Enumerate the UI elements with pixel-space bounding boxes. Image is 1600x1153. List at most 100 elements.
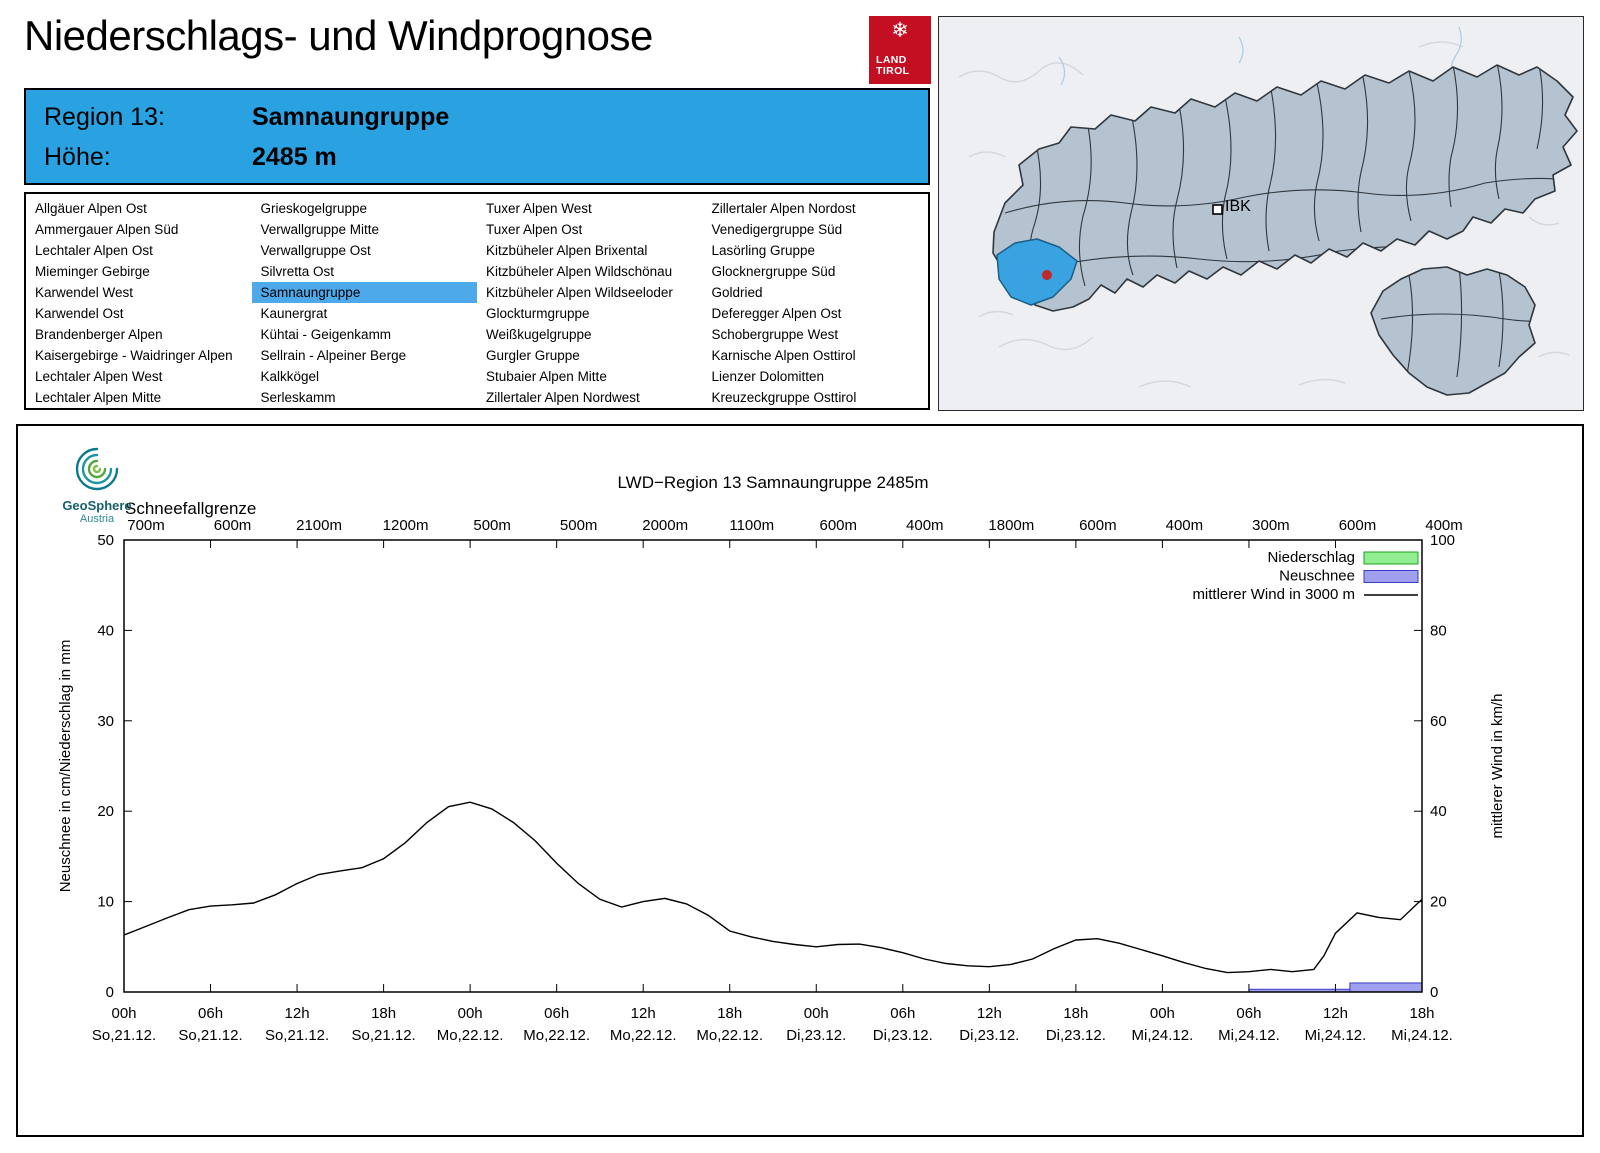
- region-item[interactable]: Lechtaler Alpen West: [35, 369, 163, 384]
- logo-line2: TIROL: [876, 65, 910, 77]
- snowline-value: 500m: [473, 517, 511, 534]
- snowline-value: 500m: [560, 517, 598, 534]
- x-tick-hour: 12h: [1323, 1005, 1348, 1022]
- legend-label: Neuschnee: [1279, 568, 1355, 585]
- x-tick-date: Mi,24.12.: [1218, 1027, 1280, 1044]
- region-item[interactable]: Tuxer Alpen West: [486, 201, 592, 216]
- selected-region-shape[interactable]: [996, 238, 1078, 306]
- x-tick-date: Mi,24.12.: [1391, 1027, 1453, 1044]
- x-tick-date: So,21.12.: [265, 1027, 329, 1044]
- region-item[interactable]: Kaisergebirge - Waidringer Alpen: [35, 348, 233, 363]
- region-item[interactable]: Zillertaler Alpen Nordwest: [486, 390, 640, 405]
- region-item[interactable]: Gurgler Gruppe: [486, 348, 580, 363]
- page-title: Niederschlags- und Windprognose: [24, 12, 653, 59]
- y-tick-left-label: 30: [97, 713, 114, 730]
- region-item-selected[interactable]: Samnaungruppe: [251, 282, 477, 303]
- region-item[interactable]: Glockturmgruppe: [486, 306, 590, 321]
- region-item[interactable]: Grieskogelgruppe: [260, 201, 368, 216]
- y-tick-left-label: 10: [97, 894, 114, 911]
- region-item[interactable]: Weißkugelgruppe: [486, 327, 592, 342]
- region-item[interactable]: Stubaier Alpen Mitte: [486, 369, 607, 384]
- x-tick-date: So,21.12.: [178, 1027, 242, 1044]
- geosphere-swirl-icon: [75, 447, 119, 491]
- region-item[interactable]: Kaunergrat: [260, 306, 328, 321]
- region-item[interactable]: Kühtai - Geigenkamm: [260, 327, 392, 342]
- region-label: Region 13:: [44, 103, 165, 131]
- region-item[interactable]: Lienzer Dolomitten: [711, 369, 825, 384]
- region-item[interactable]: Schobergruppe West: [711, 327, 839, 342]
- region-item[interactable]: Ammergauer Alpen Süd: [35, 222, 179, 237]
- x-tick-date: Di,23.12.: [786, 1027, 846, 1044]
- region-info-box: Region 13: Samnaungruppe Höhe: 2485 m: [24, 88, 930, 185]
- x-tick-hour: 18h: [1063, 1005, 1088, 1022]
- region-item[interactable]: Zillertaler Alpen Nordost: [711, 201, 856, 216]
- y-tick-right-label: 80: [1430, 622, 1447, 639]
- region-item[interactable]: Serleskamm: [260, 390, 336, 405]
- snowline-value: 2000m: [642, 517, 688, 534]
- region-value: Samnaungruppe: [252, 103, 450, 131]
- y-tick-left-label: 20: [97, 803, 114, 820]
- region-item[interactable]: Verwallgruppe Mitte: [260, 222, 380, 237]
- x-tick-hour: 06h: [890, 1005, 915, 1022]
- forecast-chart-panel: LWD−Region 13 Samnaungruppe 2485m Schneef…: [16, 424, 1584, 1137]
- y-tick-left-label: 40: [97, 622, 114, 639]
- chart-title: LWD−Region 13 Samnaungruppe 2485m: [617, 473, 928, 492]
- snowline-value: 600m: [214, 517, 252, 534]
- chart-svg: LWD−Region 13 Samnaungruppe 2485m Schneef…: [57, 473, 1506, 1044]
- altitude-value: 2485 m: [252, 143, 337, 171]
- region-item[interactable]: Sellrain - Alpeiner Berge: [260, 348, 407, 363]
- region-item[interactable]: Karnische Alpen Osttirol: [711, 348, 856, 363]
- x-tick-hour: 12h: [285, 1005, 310, 1022]
- tirol-map-svg: IBK: [939, 17, 1583, 410]
- north-tirol-regions[interactable]: [992, 64, 1578, 312]
- geosphere-logo: GeoSphere Austria: [54, 446, 140, 525]
- region-item[interactable]: Tuxer Alpen Ost: [486, 222, 583, 237]
- region-item[interactable]: Brandenberger Alpen: [35, 327, 163, 342]
- region-item[interactable]: Venedigergruppe Süd: [711, 222, 843, 237]
- legend-key-box: [1363, 551, 1419, 565]
- region-item[interactable]: Karwendel West: [35, 285, 134, 300]
- x-tick-date: Mi,24.12.: [1132, 1027, 1194, 1044]
- y-tick-right-label: 20: [1430, 894, 1447, 911]
- region-item[interactable]: Kitzbüheler Alpen Wildschönau: [486, 264, 673, 279]
- snowline-value: 600m: [1079, 517, 1117, 534]
- region-item[interactable]: Kitzbüheler Alpen Brixental: [486, 243, 648, 258]
- region-item[interactable]: Lasörling Gruppe: [711, 243, 816, 258]
- x-tick-date: Di,23.12.: [1046, 1027, 1106, 1044]
- region-item[interactable]: Kitzbüheler Alpen Wildseeloder: [486, 285, 673, 300]
- plot-border: [123, 539, 1423, 993]
- region-item[interactable]: Mieminger Gebirge: [35, 264, 150, 279]
- ibk-marker: [1212, 204, 1223, 215]
- x-tick-hour: 00h: [458, 1005, 483, 1022]
- region-item[interactable]: Kalkkögel: [260, 369, 320, 384]
- region-item[interactable]: Lechtaler Alpen Mitte: [35, 390, 162, 405]
- region-item[interactable]: Kreuzeckgruppe Osttirol: [711, 390, 857, 405]
- x-tick-date: So,21.12.: [351, 1027, 415, 1044]
- snowline-label: Schneefallgrenze: [125, 499, 256, 518]
- east-tirol-inner-borders: [1380, 267, 1535, 378]
- x-tick-hour: 06h: [198, 1005, 223, 1022]
- x-tick-hour: 18h: [717, 1005, 742, 1022]
- region-item[interactable]: Lechtaler Alpen Ost: [35, 243, 153, 258]
- geosphere-name: GeoSphere: [62, 498, 132, 513]
- region-item[interactable]: Verwallgruppe Ost: [260, 243, 371, 258]
- region-table-column: Tuxer Alpen West Tuxer Alpen Ost Kitzbühel…: [477, 198, 703, 408]
- geosphere-country: Austria: [79, 513, 115, 525]
- snowline-value: 1100m: [729, 517, 774, 534]
- legend-key-box: [1363, 570, 1419, 583]
- y-axis-label-left: Neuschnee in cm/Niederschlag in mm: [57, 640, 74, 893]
- region-item[interactable]: Goldried: [711, 285, 763, 300]
- snowline-value: 400m: [1425, 517, 1463, 534]
- ibk-label: IBK: [1225, 198, 1251, 215]
- region-table-column: Grieskogelgruppe Verwallgruppe Mitte Verwa…: [251, 198, 477, 408]
- region-item[interactable]: Glocknergruppe Süd: [711, 264, 836, 279]
- y-tick-left-label: 50: [97, 532, 114, 549]
- x-tick-date: Mo,22.12.: [696, 1027, 763, 1044]
- region-item[interactable]: Karwendel Ost: [35, 306, 124, 321]
- region-item[interactable]: Allgäuer Alpen Ost: [35, 201, 147, 216]
- region-item[interactable]: Deferegger Alpen Ost: [711, 306, 842, 321]
- tirol-map[interactable]: IBK: [938, 16, 1584, 411]
- region-item[interactable]: Silvretta Ost: [260, 264, 335, 279]
- legend-label: mittlerer Wind in 3000 m: [1192, 586, 1355, 603]
